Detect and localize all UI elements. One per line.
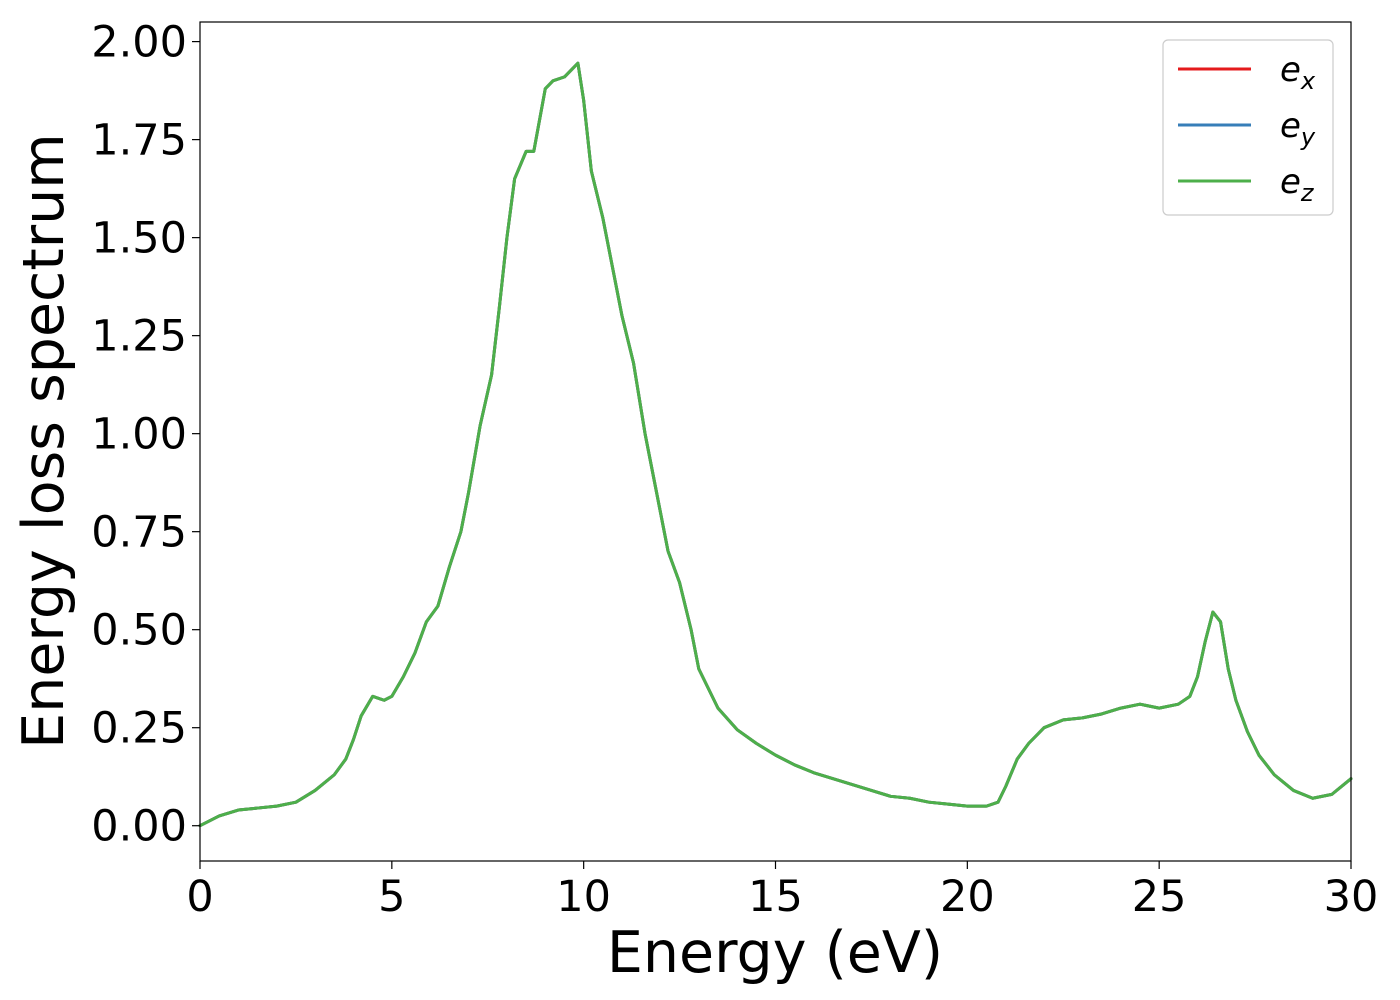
x-axis-label: Energy (eV)	[607, 920, 943, 986]
x-tick-label: 30	[1324, 872, 1379, 922]
y-tick-label: 0.75	[91, 508, 187, 558]
y-tick-label: 1.75	[91, 116, 187, 166]
x-tick-label: 10	[556, 872, 611, 922]
series-layer	[198, 61, 1353, 828]
y-axis-ticks: 0.00 0.25 0.50 0.75 1.00 1.25 1.50 1.75 2.00	[91, 18, 200, 852]
y-axis-label: Energy loss spectrum	[11, 133, 77, 749]
x-tick-label: 5	[378, 872, 405, 922]
x-tick-label: 15	[748, 872, 803, 922]
series-line-z	[198, 61, 1353, 828]
x-tick-label: 25	[1132, 872, 1187, 922]
y-tick-label: 2.00	[91, 18, 187, 68]
x-axis-ticks: 0 5 10 15 20 25 30	[186, 861, 1378, 922]
y-tick-label: 0.25	[91, 704, 187, 754]
legend-label-z: ez	[1280, 162, 1315, 207]
legend: ex ey ez	[1162, 39, 1334, 216]
y-tick-label: 1.00	[91, 410, 187, 460]
legend-label-x: ex	[1280, 50, 1316, 95]
x-tick-label: 0	[186, 872, 213, 922]
legend-label-y: ey	[1280, 106, 1316, 151]
legend-box	[1162, 39, 1334, 216]
y-tick-label: 1.50	[91, 214, 187, 264]
y-tick-label: 0.50	[91, 606, 187, 656]
y-tick-label: 0.00	[91, 802, 187, 852]
y-tick-label: 1.25	[91, 312, 187, 362]
x-tick-label: 20	[940, 872, 995, 922]
